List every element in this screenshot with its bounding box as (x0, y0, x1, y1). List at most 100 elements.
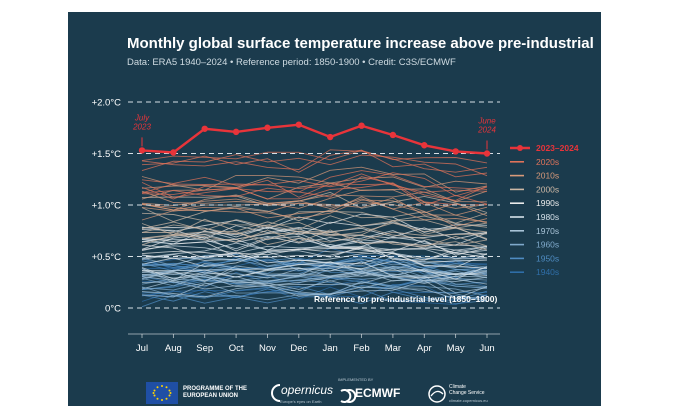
decade-line-1970s (141, 261, 488, 281)
decade-lines-group (141, 149, 488, 308)
decade-line-1990s (141, 244, 488, 261)
decade-line-1990s (141, 236, 488, 256)
y-tick-label: +1.5°C (92, 149, 122, 160)
decade-line-1970s (141, 274, 488, 294)
decade-line-1950s (141, 259, 488, 278)
decade-line-2000s (141, 191, 488, 213)
x-tick-label: Jun (479, 343, 494, 354)
gridlines-group: Reference for pre-industrial level (1850… (128, 101, 500, 309)
decade-line-1970s (141, 280, 488, 299)
c3s-text: Climate Change Service (449, 384, 485, 396)
reference-label: Reference for pre-industrial level (1850… (314, 294, 497, 304)
decade-line-2000s (141, 222, 488, 237)
highlight-line-2023-2024 (141, 123, 488, 155)
highlight-point (138, 147, 146, 154)
decade-line-2010s (141, 199, 488, 227)
copernicus-text: opernicus (281, 383, 334, 397)
highlight-point (232, 128, 240, 136)
legend-label-1970s: 1970s (536, 226, 559, 236)
y-tick-labels-group: 0°C +0.5°C +1.0°C +1.5°C +2.0°C (92, 98, 122, 315)
legend-label-1960s: 1960s (536, 240, 559, 250)
x-tick-label: Feb (353, 343, 369, 354)
decade-line-1970s (141, 271, 488, 285)
decade-line-2020s (141, 176, 488, 206)
decade-line-2020s (141, 149, 488, 173)
decade-line-1990s (141, 225, 488, 240)
decade-line-2000s (141, 230, 488, 246)
eu-flag-icon (146, 382, 178, 404)
legend-label-1940s: 1940s (536, 267, 559, 277)
decade-line-2020s (141, 173, 488, 194)
copernicus-tagline: Europe's eyes on Earth (280, 399, 322, 404)
highlight-point (326, 133, 334, 141)
decade-line-2000s (142, 226, 488, 246)
decade-line-2020s (141, 170, 488, 195)
x-tick-label: Aug (165, 343, 182, 354)
x-tick-label: Apr (417, 343, 432, 354)
decade-line-2020s (141, 154, 488, 177)
decade-line-2000s (141, 219, 488, 240)
decade-line-2000s (141, 231, 488, 248)
ecmwf-logo-icon (340, 389, 357, 403)
x-tick-label: May (447, 343, 465, 354)
eu-programme-text: PROGRAMME OF THE EUROPEAN UNION (183, 386, 247, 399)
decade-line-2020s (141, 150, 488, 164)
highlight-point (264, 124, 271, 131)
x-tick-label: Sep (196, 343, 213, 354)
highlight-point (295, 121, 303, 128)
decade-line-1950s (141, 284, 488, 305)
decade-line-1980s (141, 241, 488, 261)
highlight-point (170, 149, 177, 156)
highlight-point (358, 122, 365, 129)
temperature-chart: Reference for pre-industrial level (1850… (92, 98, 579, 355)
decade-line-1980s (141, 261, 488, 280)
x-tick-label: Nov (259, 343, 276, 354)
y-tick-label: +1.0°C (92, 201, 122, 212)
highlight-series-group (138, 121, 491, 157)
decade-line-1990s (141, 252, 488, 269)
x-tick-label: Jul (136, 343, 148, 354)
decade-line-2000s (141, 211, 488, 228)
legend-label-2020s: 2020s (536, 157, 559, 167)
legend-label-1950s: 1950s (536, 253, 559, 263)
annotation-label: June 2024 (477, 117, 496, 135)
decade-line-2000s (141, 215, 488, 236)
decade-line-1970s (141, 284, 488, 300)
highlight-point (201, 125, 208, 132)
chart-panel: Monthly global surface temperature incre… (68, 12, 601, 406)
chart-subtitle: Data: ERA5 1940–2024 • Reference period:… (127, 57, 456, 68)
x-tick-label: Oct (229, 343, 244, 354)
decade-line-1980s (141, 261, 488, 280)
copernicus-logo-icon (271, 384, 281, 402)
c3s-url-text: climate.copernicus.eu (449, 398, 488, 403)
decade-line-1940s (141, 279, 487, 298)
x-tick-label: Jan (323, 343, 338, 354)
decade-line-2010s (141, 166, 488, 193)
x-tick-label: Mar (385, 343, 401, 354)
annotation-label: July 2023 (132, 113, 151, 131)
annotations-group: July 2023 June 2024 (132, 113, 496, 150)
legend-label-2023-2024: 2023–2024 (536, 143, 579, 153)
legend-label-2010s: 2010s (536, 171, 559, 181)
x-tick-label: Dec (290, 343, 307, 354)
eu-stars-icon (152, 385, 172, 401)
highlight-point (452, 148, 459, 155)
highlight-point (483, 150, 491, 157)
highlight-point (389, 131, 397, 139)
y-tick-label: +0.5°C (92, 252, 122, 263)
highlight-point (421, 142, 428, 149)
decade-line-2020s (141, 172, 488, 197)
legend-group: 2023–2024 2020s 2010s 2000s 1990s 1980s 1970s 1… (510, 143, 579, 277)
decade-line-1970s (141, 265, 488, 283)
footer-logos: PROGRAMME OF THE EUROPEAN UNION opernicu… (68, 370, 601, 406)
decade-line-2020s (141, 149, 488, 178)
legend-label-1980s: 1980s (536, 212, 559, 222)
decade-line-1980s (141, 245, 488, 261)
decade-line-1970s (141, 272, 488, 288)
c3s-logo-icon (428, 385, 446, 403)
legend-marker-2023-2024 (517, 145, 523, 151)
y-tick-label: +2.0°C (92, 98, 122, 109)
chart-title: Monthly global surface temperature incre… (127, 35, 594, 52)
decade-line-2010s (141, 196, 488, 223)
ecmwf-text: ECMWF (355, 386, 401, 400)
